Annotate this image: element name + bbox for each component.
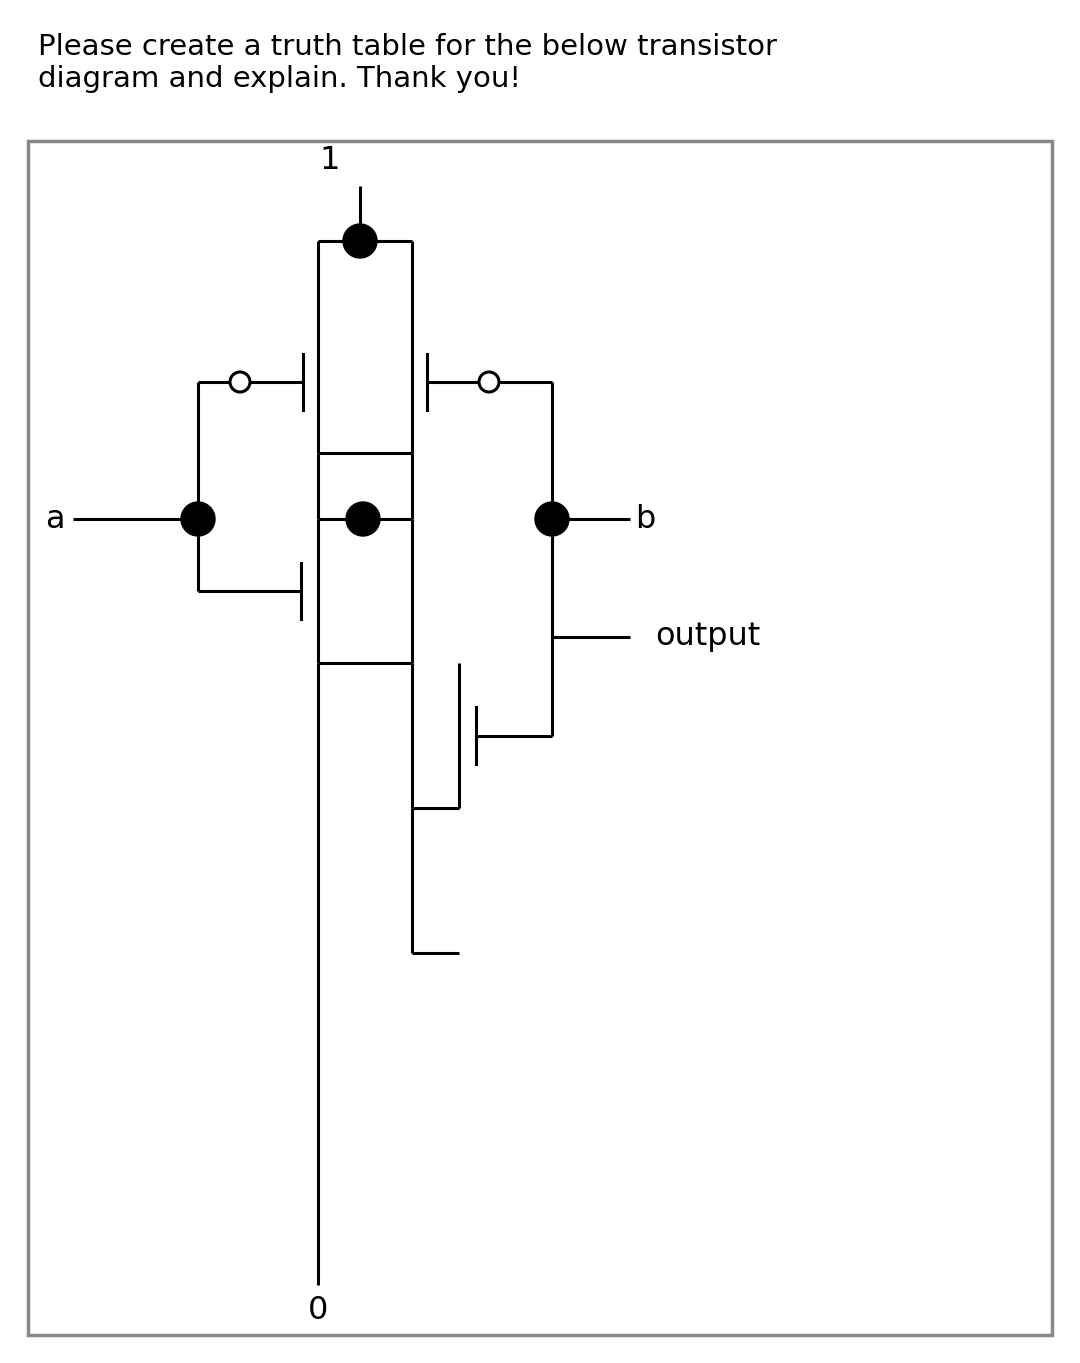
Circle shape: [181, 502, 215, 536]
Text: 1: 1: [320, 144, 340, 176]
Text: 0: 0: [308, 1295, 328, 1326]
Text: Please create a truth table for the below transistor
diagram and explain. Thank : Please create a truth table for the belo…: [38, 33, 777, 94]
FancyBboxPatch shape: [28, 140, 1052, 1334]
Text: a: a: [45, 503, 65, 534]
Circle shape: [535, 502, 569, 536]
Text: output: output: [654, 622, 760, 653]
Circle shape: [343, 224, 377, 258]
Text: b: b: [635, 503, 656, 534]
Circle shape: [346, 502, 380, 536]
